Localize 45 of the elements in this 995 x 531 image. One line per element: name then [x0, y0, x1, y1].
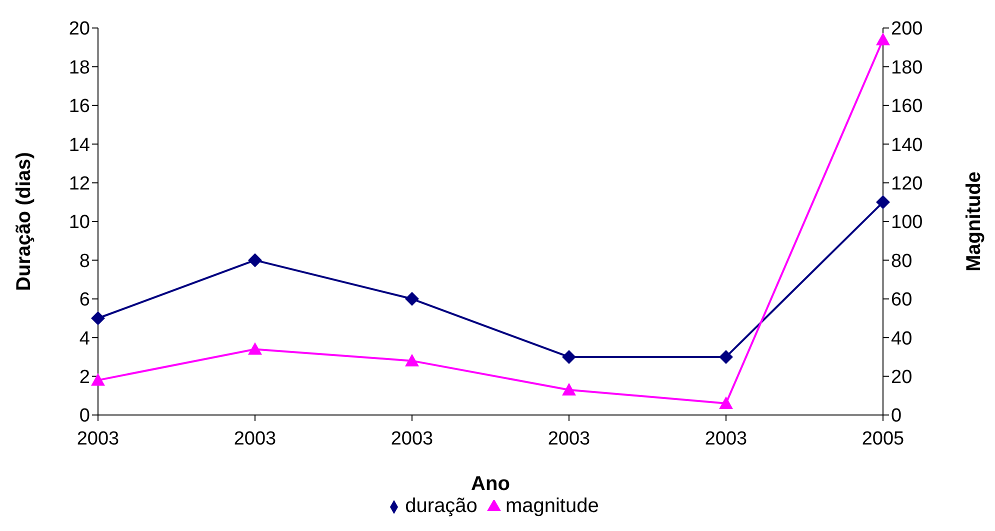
- x-axis-title: Ano: [471, 473, 510, 495]
- point: [562, 382, 576, 396]
- y-tick-label: 4: [79, 328, 90, 350]
- x-tick-label: 2003: [234, 428, 276, 450]
- y2-tick-label: 80: [891, 250, 912, 272]
- legend-label: duração: [405, 495, 478, 517]
- point: [91, 311, 105, 326]
- legend-label: magnitude: [505, 495, 599, 517]
- y-tick-label: 20: [68, 18, 90, 40]
- point: [562, 350, 576, 364]
- y-tick-label: 8: [79, 250, 90, 272]
- y2-tick-label: 60: [891, 290, 912, 311]
- x-tick-label: 2003: [704, 428, 748, 450]
- x-tick-label: 2003: [548, 428, 590, 450]
- point: [91, 373, 105, 386]
- y2-tick-label: 180: [891, 57, 923, 78]
- y2-tick-label: 20: [891, 367, 912, 388]
- y2-tick-label: 160: [891, 96, 923, 118]
- y2-tick-label: 120: [891, 174, 923, 195]
- y2-tick-label: 140: [891, 134, 923, 156]
- x-tick-label: 2003: [76, 428, 120, 450]
- y-tick-label: 10: [68, 212, 90, 234]
- point: [405, 292, 419, 306]
- y-axis-title: Duração (dias): [13, 152, 36, 291]
- point: [876, 32, 890, 46]
- point: [248, 342, 262, 355]
- y-tick-label: 12: [68, 174, 90, 195]
- y2-tick-label: 0: [891, 406, 902, 427]
- point: [876, 195, 890, 210]
- y2-tick-label: 200: [891, 18, 923, 40]
- y-tick-label: 6: [79, 290, 90, 311]
- point: [248, 253, 262, 268]
- y-tick-label: 14: [68, 134, 90, 156]
- y2-tick-label: 100: [891, 212, 923, 234]
- point: [719, 396, 733, 409]
- y2-axis-title: Magnitude: [963, 172, 986, 272]
- y-tick-label: 16: [68, 96, 90, 118]
- y-tick-label: 18: [68, 57, 90, 78]
- point: [405, 354, 419, 366]
- x-tick-label: 2005: [862, 428, 904, 450]
- y-tick-label: 0: [79, 406, 90, 427]
- point: [719, 350, 733, 364]
- y2-tick-label: 40: [891, 328, 912, 350]
- y-tick-label: 2: [79, 367, 90, 388]
- x-tick-label: 2003: [390, 428, 434, 450]
